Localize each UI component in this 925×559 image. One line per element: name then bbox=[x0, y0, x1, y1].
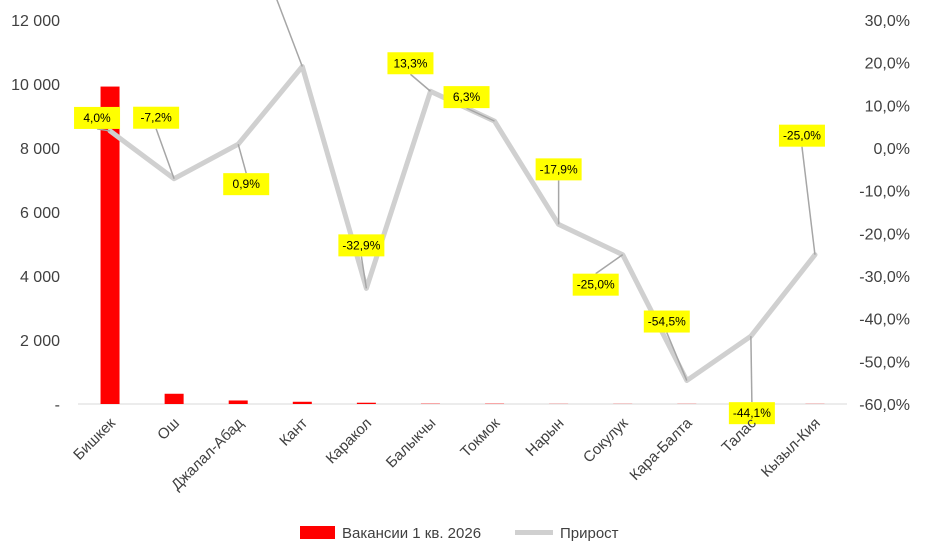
bar-series bbox=[100, 86, 825, 404]
category-label: Кара-Балта bbox=[627, 414, 697, 484]
right-tick-label: 10,0% bbox=[865, 98, 910, 115]
legend-label-line: Прирост bbox=[560, 525, 619, 542]
label-leader bbox=[801, 146, 816, 255]
right-tick-label: -20,0% bbox=[859, 226, 910, 243]
data-label-box bbox=[535, 158, 582, 181]
category-label: Сокулук bbox=[580, 415, 632, 467]
right-tick-label: 0,0% bbox=[874, 141, 910, 158]
data-label-box bbox=[643, 310, 690, 333]
left-tick-label: - bbox=[55, 397, 60, 414]
left-tick-label: 10 000 bbox=[11, 77, 60, 94]
category-label: Кант bbox=[276, 415, 311, 450]
category-label: Каракол bbox=[323, 415, 376, 468]
category-label: Токмок bbox=[457, 415, 503, 461]
data-label: 13,3% bbox=[393, 56, 427, 70]
line-series bbox=[107, 64, 818, 383]
bar bbox=[100, 86, 120, 404]
bar bbox=[356, 402, 376, 404]
data-label-box bbox=[223, 173, 270, 196]
label-leader bbox=[666, 332, 688, 381]
data-label: -32,9% bbox=[342, 238, 380, 252]
data-label-box bbox=[728, 402, 775, 425]
right-tick-label: -40,0% bbox=[859, 312, 910, 329]
data-label-box bbox=[387, 52, 434, 75]
data-label: 4,0% bbox=[83, 111, 111, 125]
data-label: -17,9% bbox=[540, 162, 578, 176]
left-tick-label: 2 000 bbox=[20, 333, 60, 350]
left-tick-label: 12 000 bbox=[11, 13, 60, 30]
left-axis: - 2 000 4 000 6 000 8 000 10 000 12 000 bbox=[11, 13, 60, 414]
label-leader bbox=[360, 256, 368, 289]
data-labels: 4,0%-7,2%0,9%19,1%-32,9%13,3%6,3%-17,9%-… bbox=[74, 52, 825, 425]
data-label-box bbox=[133, 106, 180, 129]
category-label: Ош bbox=[154, 415, 183, 444]
category-label: Балыкчы bbox=[383, 415, 439, 471]
data-label: 0,9% bbox=[233, 177, 261, 191]
label-leader bbox=[750, 336, 753, 403]
data-label: -25,0% bbox=[577, 278, 615, 292]
data-label-box bbox=[443, 86, 490, 109]
label-leader bbox=[595, 254, 624, 275]
legend: Вакансии 1 кв. 2026 Прирост bbox=[300, 525, 619, 542]
legend-label-bar: Вакансии 1 кв. 2026 bbox=[342, 525, 481, 542]
right-tick-label: 20,0% bbox=[865, 56, 910, 73]
left-tick-label: 8 000 bbox=[20, 141, 60, 158]
legend-swatch-bar bbox=[300, 526, 335, 539]
growth-line bbox=[107, 64, 818, 383]
category-label: Нарын bbox=[522, 415, 567, 460]
right-tick-label: 30,0% bbox=[865, 13, 910, 30]
data-label: -44,1% bbox=[733, 406, 771, 420]
left-tick-label: 4 000 bbox=[20, 269, 60, 286]
label-leader bbox=[96, 128, 111, 132]
right-tick-label: -60,0% bbox=[859, 397, 910, 414]
data-label: -54,5% bbox=[648, 315, 686, 329]
data-label-box bbox=[338, 234, 385, 257]
data-label-box bbox=[572, 273, 619, 296]
data-label: -7,2% bbox=[140, 111, 172, 125]
data-label-box bbox=[74, 106, 121, 129]
bar bbox=[228, 400, 248, 404]
right-tick-label: -50,0% bbox=[859, 354, 910, 371]
bar bbox=[164, 393, 184, 404]
label-leader bbox=[466, 107, 495, 122]
data-label-box bbox=[778, 124, 825, 147]
category-label: Кызыл-Кия bbox=[758, 415, 824, 481]
left-tick-label: 6 000 bbox=[20, 205, 60, 222]
data-label: -25,0% bbox=[783, 129, 821, 143]
right-axis: -60,0% -50,0% -40,0% -30,0% -20,0% -10,0% 0,0%… bbox=[859, 13, 910, 414]
right-tick-label: -30,0% bbox=[859, 269, 910, 286]
data-label-leaders bbox=[96, 0, 816, 403]
label-leader bbox=[409, 73, 431, 92]
bar bbox=[292, 401, 312, 404]
right-tick-label: -10,0% bbox=[859, 184, 910, 201]
label-leader bbox=[276, 0, 303, 67]
label-leader bbox=[237, 143, 247, 174]
label-leader bbox=[155, 128, 175, 179]
category-label: Бишкек bbox=[70, 415, 119, 464]
data-label: 6,3% bbox=[453, 90, 481, 104]
